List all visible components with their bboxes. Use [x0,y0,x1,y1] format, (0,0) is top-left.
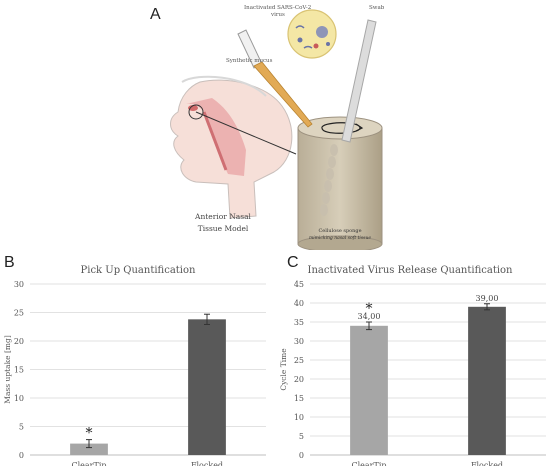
sponge-label-line2: mimicking nasal soft tissue [309,235,371,241]
y-axis-label: Cycle Time [280,348,288,391]
swab-label: Swab [369,5,385,11]
x-tick-label: Flocked [191,461,223,466]
y-tick-label: 35 [294,318,304,327]
bar-cleartip [350,325,388,455]
y-tick-label: 0 [299,451,304,460]
pipette-drawing [237,29,313,128]
data-label: 39,00 [476,294,499,303]
swab-drawing [341,19,377,143]
model-label-line1: Anterior Nasal [194,212,252,221]
virus-label-line2: virus [270,12,285,18]
y-tick-label: 30 [14,280,24,289]
y-tick-label: 5 [19,423,24,432]
pickup-quantification-chart: Pick Up Quantification Mass uptake [mg] 0 5… [3,265,266,466]
tissue-model-illustration: Inactivated SARS-CoV-2 virus Swab Synthe… [170,5,385,250]
data-label: 34,00 [358,312,381,321]
virus-bubble [287,9,337,59]
y-tick-label: 25 [294,356,304,365]
chart-title: Inactivated Virus Release Quantification [308,265,514,276]
y-tick-label: 10 [14,394,24,403]
bar-cleartip [70,443,108,455]
panel-letter-a: A [150,6,161,23]
y-tick-label: 15 [14,366,24,375]
y-tick-label: 15 [294,394,304,403]
y-tick-label: 30 [294,337,304,346]
y-tick-label: 0 [19,451,24,460]
y-tick-label: 10 [294,413,304,422]
mucus-label: Synthetic mucus [226,58,273,64]
bar-flocked [468,306,506,455]
y-tick-label: 5 [299,432,304,441]
chart-title: Pick Up Quantification [81,265,197,276]
y-axis-label: Mass uptake [mg] [3,335,12,404]
model-label-line2: Tissue Model [198,224,249,233]
sponge-label-line1: Cellulose sponge [318,228,361,234]
x-tick-label: ClearTip [71,461,106,466]
bar-flocked [188,319,226,455]
y-tick-label: 40 [294,299,304,308]
y-tick-label: 20 [294,375,304,384]
significance-asterisk: * [86,426,93,442]
virus-release-quantification-chart: Inactivated Virus Release Quantification… [280,265,546,466]
panel-letter-c: C [287,254,299,271]
x-tick-label: ClearTip [351,461,386,466]
x-tick-label: Flocked [471,461,503,466]
pointer-line [195,111,297,155]
sponge-cylinder [297,116,383,250]
head-profile-drawing [170,75,293,219]
y-tick-label: 45 [294,280,304,289]
y-tick-label: 20 [14,337,24,346]
panel-letter-b: B [4,254,15,271]
virus-label-line1: Inactivated SARS-CoV-2 [244,5,311,11]
y-tick-label: 25 [14,309,24,318]
significance-asterisk: * [366,301,373,317]
